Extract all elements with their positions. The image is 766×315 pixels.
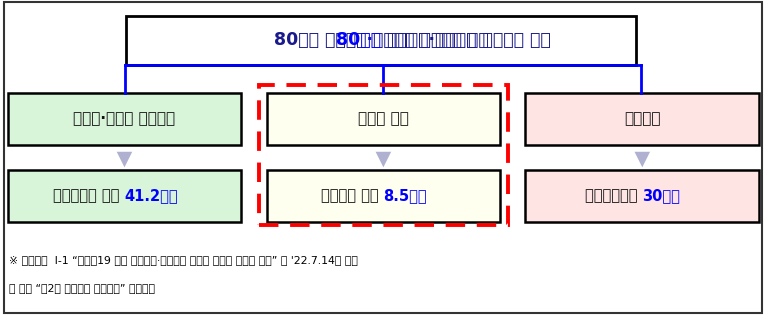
FancyBboxPatch shape <box>8 170 241 222</box>
Text: ⓘ정책자금 공급: ⓘ정책자금 공급 <box>53 189 124 203</box>
FancyBboxPatch shape <box>525 170 759 222</box>
Text: 령 주재 “제2차 비상경제 민생회의” 후속조치: 령 주재 “제2차 비상경제 민생회의” 후속조치 <box>9 283 155 293</box>
Text: 자영업자·소상공인 금융지원 방안: 자영업자·소상공인 금융지원 방안 <box>381 31 551 49</box>
Text: 상환애로: 상환애로 <box>624 112 660 126</box>
Text: 고금리 부담: 고금리 부담 <box>358 112 409 126</box>
FancyBboxPatch shape <box>267 170 500 222</box>
Text: 30조원: 30조원 <box>643 189 680 203</box>
FancyBboxPatch shape <box>4 2 762 313</box>
Text: ※ 국정과제  Ⅰ-1 “코로나19 피해 소상공인·자영업자 완전한 회복과 새로운 도약” 및 '22.7.14일 대통: ※ 국정과제 Ⅰ-1 “코로나19 피해 소상공인·자영업자 완전한 회복과 새… <box>9 255 358 265</box>
Text: ⓘ새출발기금: ⓘ새출발기금 <box>584 189 643 203</box>
Text: 80조원: 80조원 <box>336 31 381 49</box>
Text: 80조원 자영업자·소상공인 금융지원 방안: 80조원 자영업자·소상공인 금융지원 방안 <box>273 31 489 49</box>
Text: 8.5조원: 8.5조원 <box>383 189 427 203</box>
Text: 유동성·경쟁력 자금수요: 유동성·경쟁력 자금수요 <box>74 112 175 126</box>
FancyBboxPatch shape <box>525 93 759 145</box>
FancyBboxPatch shape <box>126 16 636 65</box>
Text: 80조원 자영업자·소상공인 금융지원 방안: 80조원 자영업자·소상공인 금융지원 방안 <box>273 31 489 49</box>
FancyBboxPatch shape <box>8 93 241 145</box>
FancyBboxPatch shape <box>267 93 500 145</box>
Text: ⓘ저금리 대환: ⓘ저금리 대환 <box>321 189 383 203</box>
Text: 41.2조원: 41.2조원 <box>124 189 178 203</box>
